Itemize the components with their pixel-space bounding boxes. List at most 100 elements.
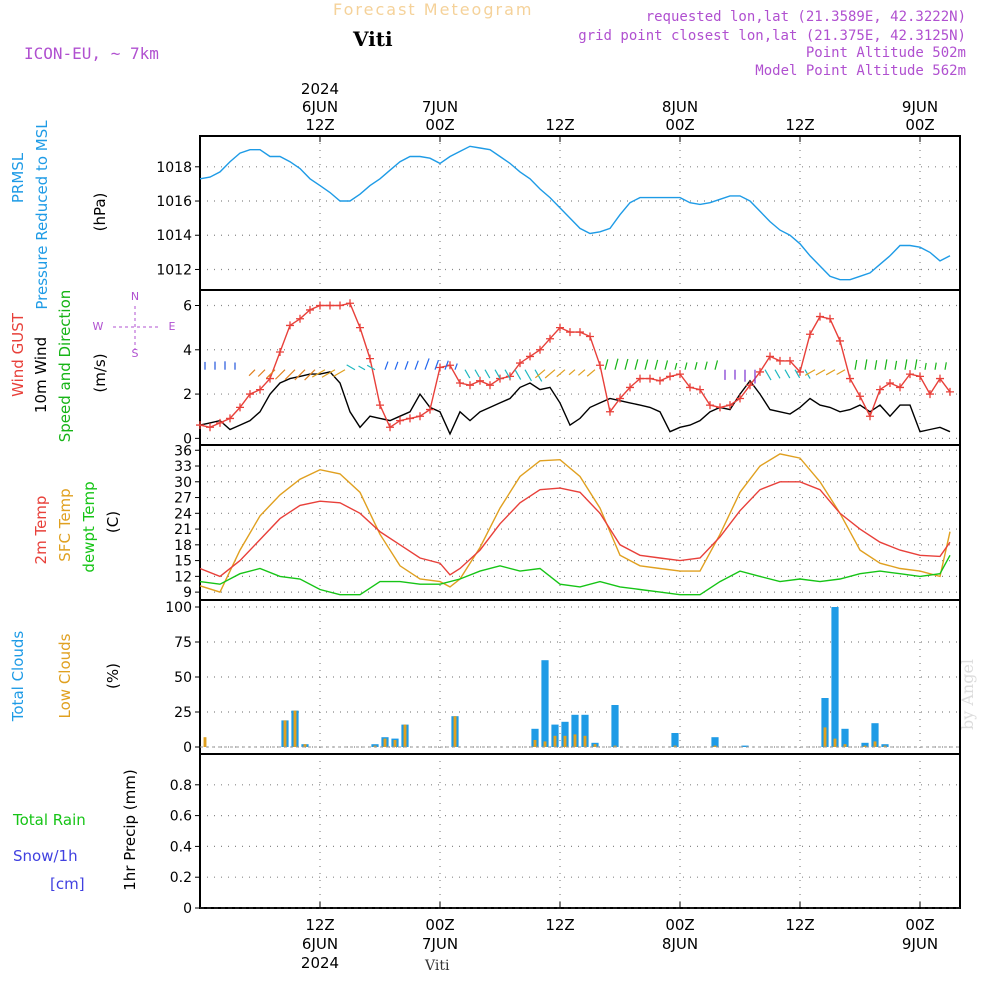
y-tick-label: 6 [183,299,192,315]
wind-gust-line-marker [576,328,584,337]
wind-gust-line-marker [566,328,574,337]
wind-direction-arrow [864,359,868,370]
bottom-time-label: 00Z [905,916,934,934]
y-tick-label: 24 [174,506,192,522]
wind-gust-line-marker [536,345,544,354]
wind-direction-arrow [924,362,927,370]
wind-gust-line-marker [856,392,864,401]
bottom-time-label: 8JUN [662,935,698,953]
y-tick-label: 12 [174,569,192,585]
y-tick-label: 1014 [156,228,192,244]
point-altitude: Point Altitude 502m [805,45,966,61]
wind-gust-line-marker [296,314,304,323]
wind-direction-arrow [514,369,522,380]
wind-gust-line-marker [946,387,954,396]
top-time-label: 00Z [425,116,454,134]
total-cloud-bar [841,728,849,747]
top-time-label: 8JUN [662,98,698,116]
wind-direction-arrow [884,359,888,370]
wind-gust-line-marker [666,372,674,381]
wind-direction-arrow [321,369,336,378]
wind-gust-line-marker [826,314,834,323]
wind-direction-arrow [544,369,556,379]
wind-direction-arrow [794,369,801,379]
wind-gust-line-marker [926,390,934,399]
wind-gust-line-marker [406,414,414,423]
wind-direction-arrow [464,369,471,379]
wind-gust-line-marker [936,374,944,383]
wind-direction-arrow [874,360,878,370]
compass-cross [113,306,158,350]
total-cloud-bar [741,745,749,747]
wind-gust-line-marker [196,421,204,430]
total-cloud-bar [711,737,719,747]
wind-direction-arrow [534,369,546,379]
wind-direction-arrow [674,362,678,370]
dewpt-label: dewpt Temp [80,481,98,572]
wind-direction-arrow [434,359,440,370]
wind-gust-line-marker [336,301,344,310]
y-tick-label: 0.8 [170,778,192,794]
wind-direction-arrow [311,369,326,378]
panel-clouds: 0 25 50 75 100 [165,599,961,756]
low-cloud-bar [393,740,397,747]
pressure-label-2: Pressure Reduced to MSL [33,120,51,310]
low-clouds-label: Low Clouds [56,633,74,718]
total-clouds-label: Total Clouds [9,631,27,723]
top-time-label: 6JUN [302,98,338,116]
wind-gust-line-marker [886,379,894,387]
wind-direction-arrow [664,360,669,370]
low-cloud-bar [553,735,557,747]
wind-gust-line-marker [636,374,644,383]
precip-ylabel: 1hr Precip (mm) [121,769,139,890]
wind-direction-arrow [825,369,836,376]
clouds-unit: (%) [104,663,122,689]
wind-direction-arrow [454,363,458,370]
panel-frame [199,135,961,291]
low-cloud-bar [673,745,677,747]
wind-direction-arrow [804,369,816,376]
station-name: Viti [353,27,393,51]
wind-direction-arrow [504,369,511,380]
wind-gust-line-marker [316,301,324,310]
compass-n: N [131,290,139,303]
panel-frame [199,289,961,446]
low-cloud-bar [583,735,587,747]
wind-gust-line-marker [866,412,874,421]
direction-label: Speed and Direction [56,290,74,443]
y-tick-label: 1016 [156,194,192,210]
wind-direction-arrow [624,358,629,370]
wind-gust-line-marker [756,367,764,376]
top-time-label: 12Z [545,116,574,134]
temp-unit: (C) [104,511,122,533]
wind-direction-arrow [346,364,356,371]
wind-gust-line-marker [726,401,734,410]
wind-gust-line [199,302,951,429]
y-tick-label: 18 [174,538,192,554]
wind-direction-arrow [614,358,619,370]
wind-direction-arrow [524,369,532,382]
wind-direction-arrow [424,358,430,370]
footer-station: Viti [425,958,450,974]
low-cloud-bar [883,745,887,747]
sfc-temp-line [199,453,951,593]
compass-e: E [169,320,176,333]
y-tick-label: 0 [183,431,192,447]
wind-direction-arrow [694,362,698,370]
wind-gust-line-marker [416,412,424,421]
wind-gust-line-marker [356,323,364,332]
low-cloud-bar [833,738,837,747]
wind-gust-line-marker [396,416,404,425]
y-tick-label: 75 [174,635,192,651]
wind-gust-line-marker [906,370,914,379]
y-tick-label: 100 [165,600,192,616]
top-time-label: 00Z [665,116,694,134]
wind-gust-line-marker [246,390,254,399]
wind-gust-line-marker [656,376,664,385]
wind-direction-arrow [815,369,826,376]
wind-gust-line-marker [686,383,694,392]
total-cloud-bar [871,723,879,747]
bottom-time-label: 7JUN [422,935,458,953]
